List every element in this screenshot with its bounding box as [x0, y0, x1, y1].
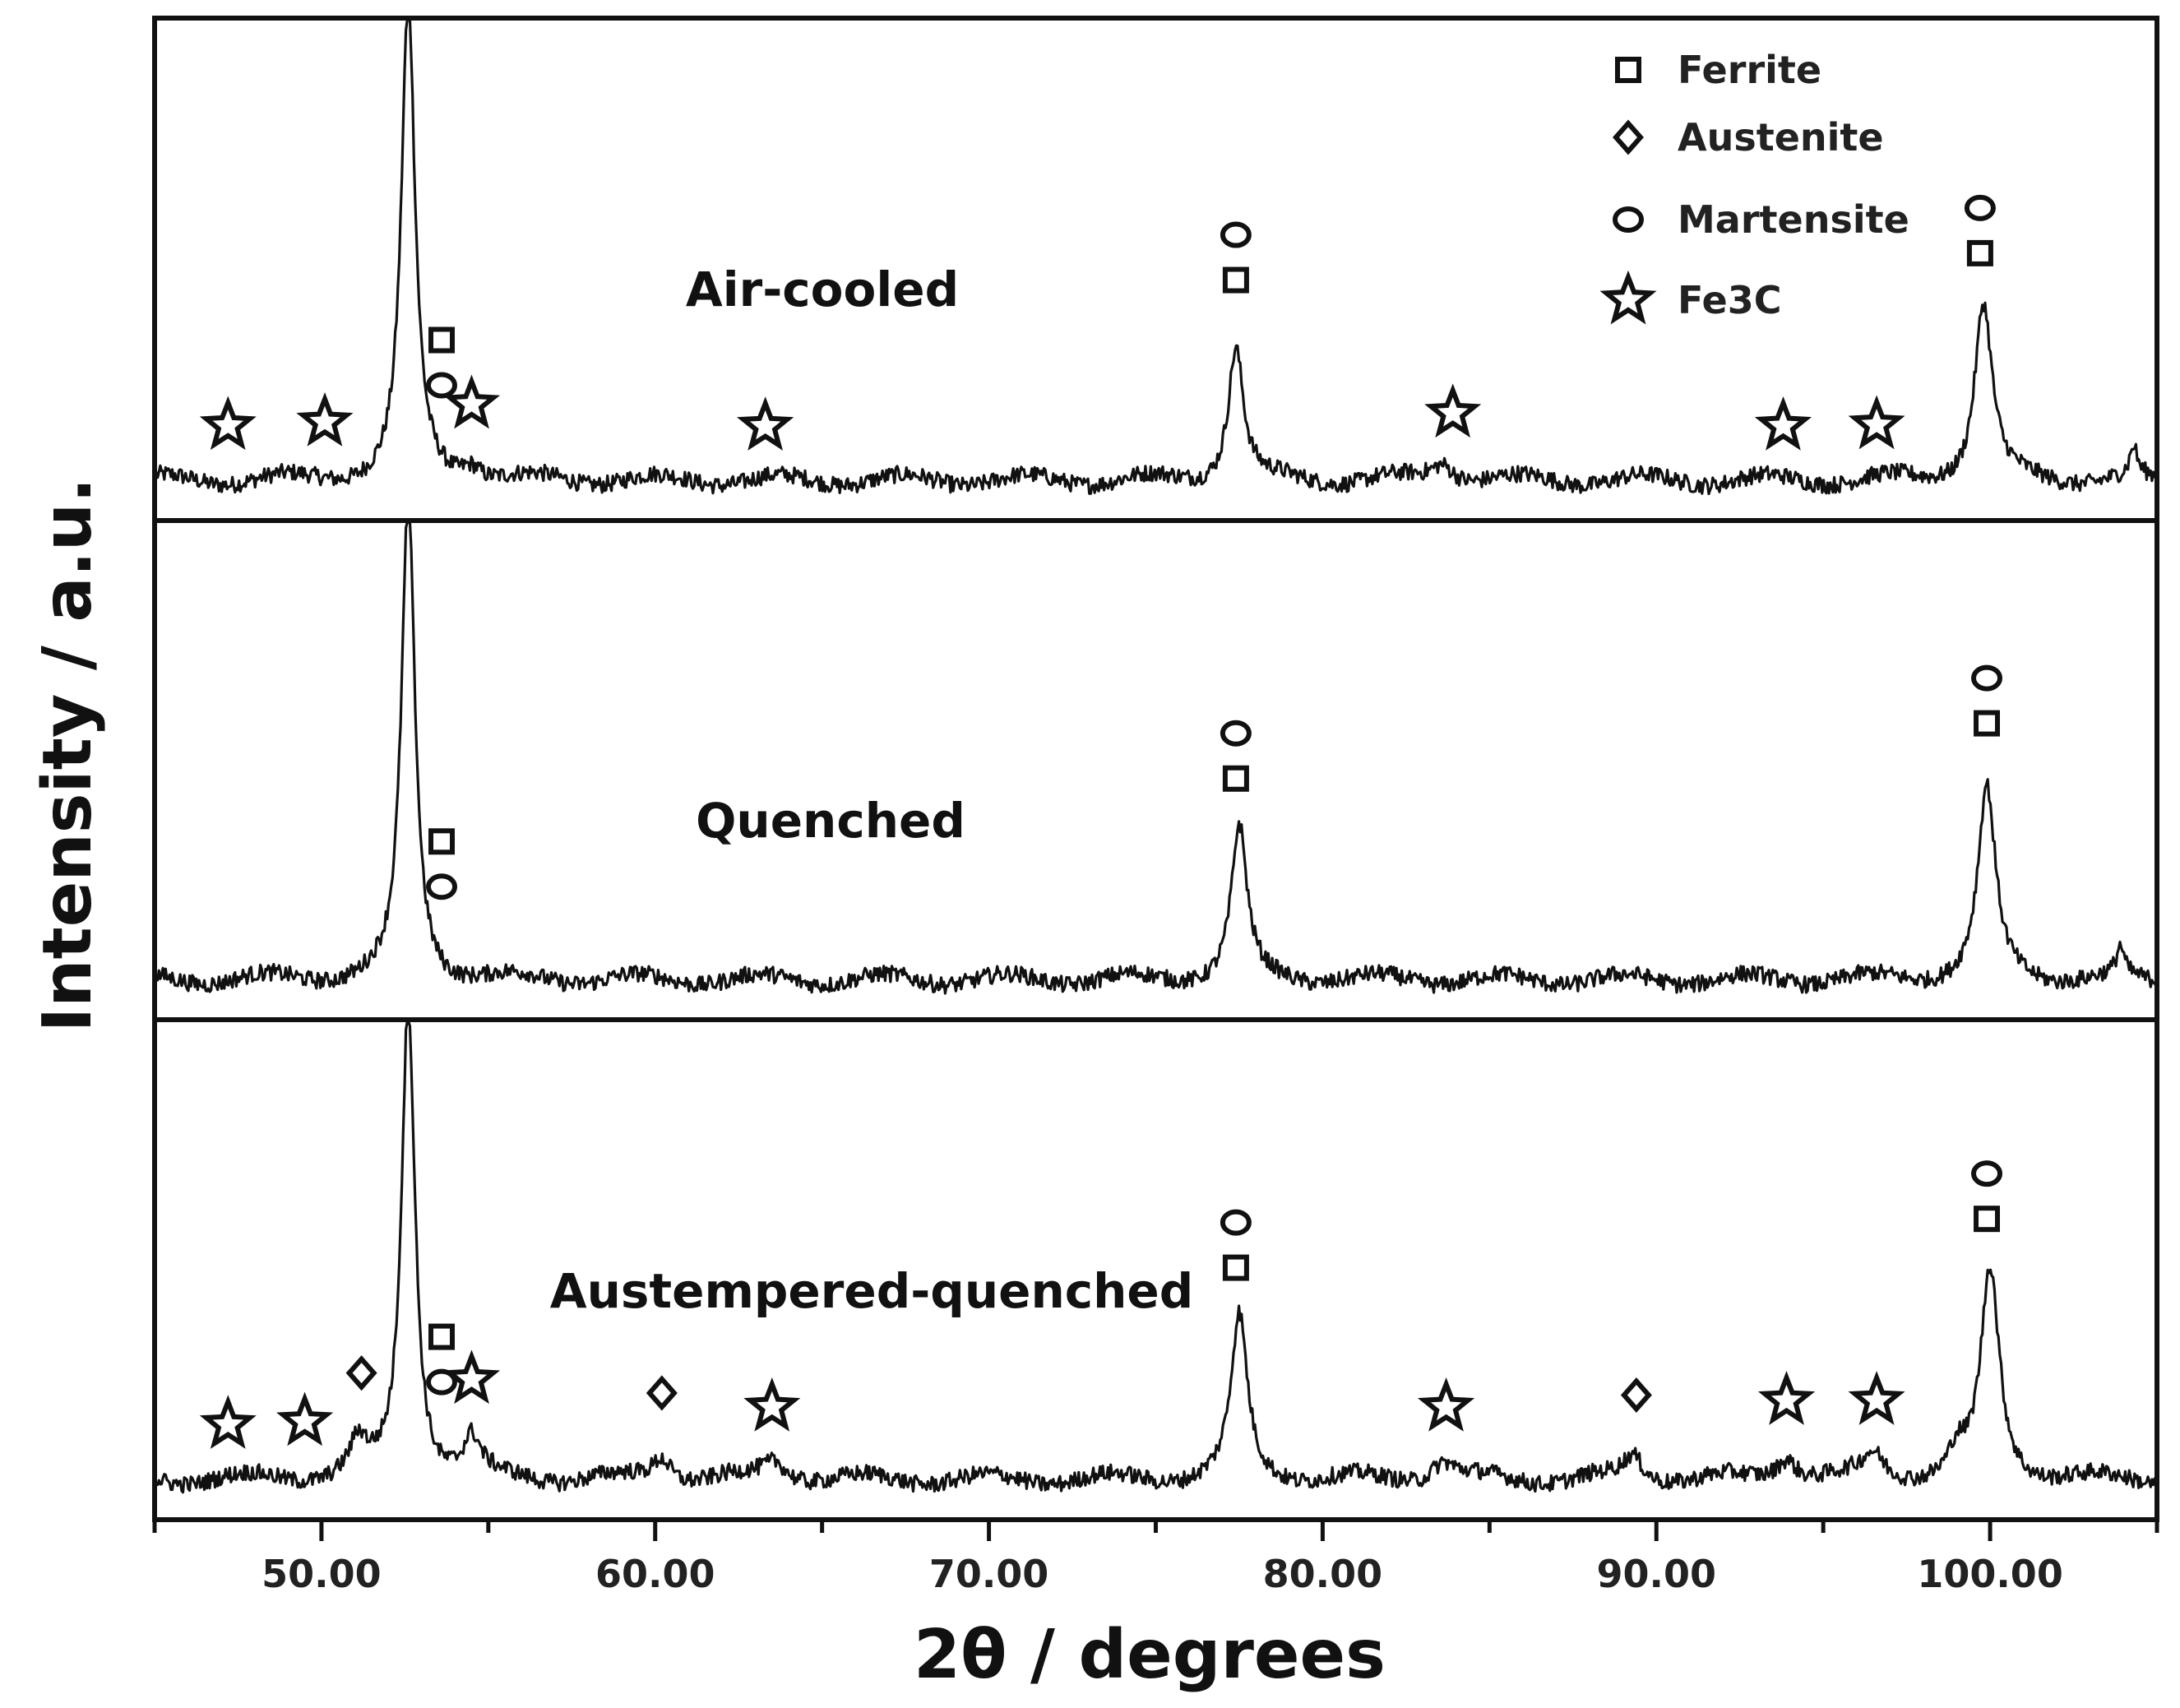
legend-item-ferrite: Ferrite	[1615, 48, 1821, 92]
legend-item-martensite: Martensite	[1613, 197, 1909, 242]
star-marker	[1417, 1377, 1475, 1432]
square-marker	[1222, 1254, 1249, 1281]
series-trace-austempered-quenched	[155, 1020, 2158, 1494]
circle-marker	[1971, 664, 2003, 692]
square-marker	[1966, 239, 1993, 266]
legend: Ferrite Austenite Martensite Fe3C	[1599, 48, 1909, 325]
star-marker	[1757, 1371, 1816, 1425]
star-marker	[199, 396, 257, 451]
square-marker	[428, 326, 456, 354]
star-marker	[1848, 395, 1905, 450]
y-axis-title: Intensity / a.u.	[29, 478, 107, 1033]
legend-item-fe3c: Fe3C	[1599, 270, 1782, 325]
x-tick-label: 70.00	[929, 1552, 1049, 1596]
x-tick-label: 100.00	[1917, 1552, 2063, 1596]
legend-label: Fe3C	[1678, 278, 1782, 322]
square-marker	[1974, 1206, 2001, 1233]
star-marker	[1754, 396, 1812, 451]
legend-label: Martensite	[1678, 197, 1909, 242]
panel-label: Austempered-quenched	[550, 1263, 1194, 1319]
legend-item-austenite: Austenite	[1612, 115, 1884, 160]
legend-label: Austenite	[1678, 115, 1884, 160]
circle-marker	[1220, 221, 1252, 248]
star-marker	[1424, 383, 1482, 438]
x-tick-label: 80.00	[1263, 1552, 1383, 1596]
square-marker	[1222, 266, 1249, 294]
star-marker	[442, 1349, 501, 1405]
circle-marker	[1971, 1160, 2003, 1187]
star-marker	[296, 391, 354, 447]
x-tick-label: 50.00	[262, 1552, 382, 1596]
circle-marker	[1964, 194, 1996, 221]
x-tick-label: 90.00	[1596, 1552, 1716, 1596]
star-marker	[1848, 1371, 1905, 1425]
circle-marker	[426, 1368, 458, 1396]
diamond-marker	[646, 1375, 678, 1411]
circle-marker	[1220, 720, 1252, 747]
circle-marker	[426, 372, 458, 399]
plot-panels: Air-cooled Quenched Austempered-quenched	[152, 16, 2159, 1522]
circle-legend-icon	[1613, 206, 1644, 233]
star-marker	[743, 1377, 801, 1432]
diamond-marker	[1620, 1377, 1652, 1414]
square-marker	[1222, 765, 1249, 792]
square-marker	[1974, 710, 2001, 737]
series-trace-quenched	[155, 521, 2158, 995]
panel-label: Quenched	[696, 793, 965, 849]
legend-label: Ferrite	[1678, 48, 1821, 92]
x-axis: 50.00 60.00 70.00 80.00 90.00 100.00	[152, 1520, 2159, 1596]
star-marker	[737, 396, 794, 451]
circle-marker	[1220, 1209, 1252, 1236]
x-axis-title: 2θ / degrees	[914, 1616, 1386, 1694]
square-legend-icon	[1615, 57, 1641, 83]
square-marker	[428, 828, 456, 855]
panel-label: Air-cooled	[686, 262, 959, 317]
x-tick-label: 60.00	[595, 1552, 715, 1596]
circle-marker	[426, 873, 458, 900]
series-trace-air-cooled	[155, 18, 2158, 496]
star-marker	[276, 1391, 334, 1446]
star-marker	[442, 374, 501, 429]
diamond-marker	[345, 1355, 377, 1391]
star-legend-icon	[1599, 270, 1657, 325]
star-marker	[199, 1395, 257, 1449]
diamond-legend-icon	[1612, 119, 1645, 155]
square-marker	[428, 1323, 456, 1350]
